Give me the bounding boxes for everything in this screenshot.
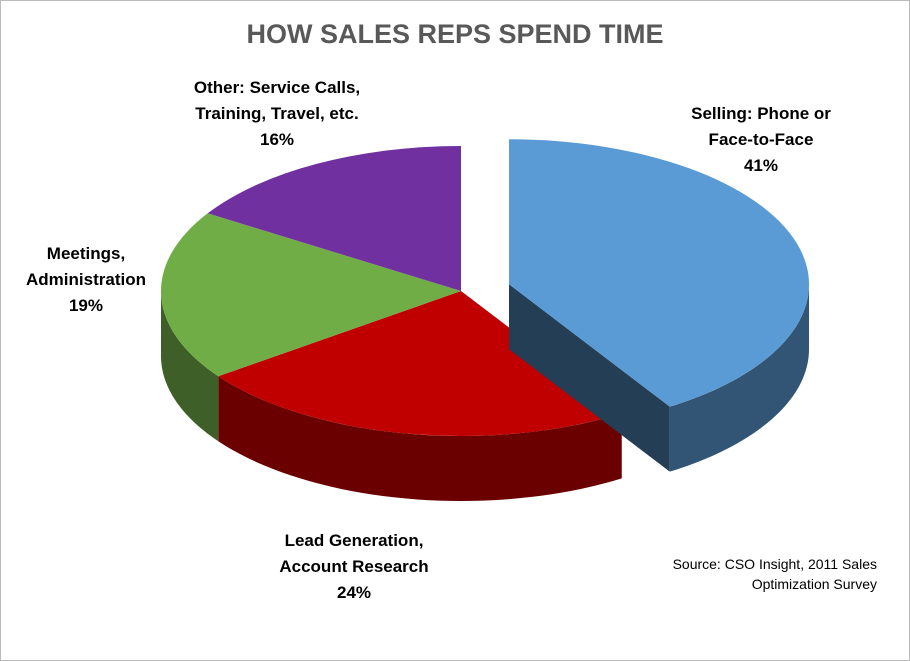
slice	[161, 213, 461, 377]
category-name: Selling: Phone or Face-to-Face	[691, 104, 831, 149]
source-note: Source: CSO Insight, 2011 Sales Optimiza…	[672, 556, 877, 592]
value-label: 41%	[743, 156, 779, 175]
slice-side	[669, 284, 810, 472]
slice-label: Lead Generation, Account Research 24%	[279, 528, 428, 606]
slice	[207, 146, 461, 291]
category-name: Lead Generation, Account Research	[279, 531, 429, 576]
value-label: 16%	[259, 130, 295, 149]
value-label: 24%	[336, 583, 372, 602]
slice-cut	[509, 284, 670, 472]
slice-side	[218, 376, 622, 501]
category-name: Other: Service Calls, Training, Travel, …	[193, 78, 361, 123]
slice-side	[161, 291, 219, 442]
slice	[509, 139, 810, 407]
chart-title: HOW SALES REPS SPEND TIME	[246, 19, 664, 49]
slice-label: Meetings, Administration 19%	[26, 241, 146, 319]
category-name: Meetings, Administration	[26, 244, 146, 289]
value-label: 19%	[68, 296, 104, 315]
slice-label: Other: Service Calls, Training, Travel, …	[194, 75, 360, 153]
slice-label: Selling: Phone or Face-to-Face 41%	[691, 101, 831, 179]
slice	[218, 291, 622, 436]
